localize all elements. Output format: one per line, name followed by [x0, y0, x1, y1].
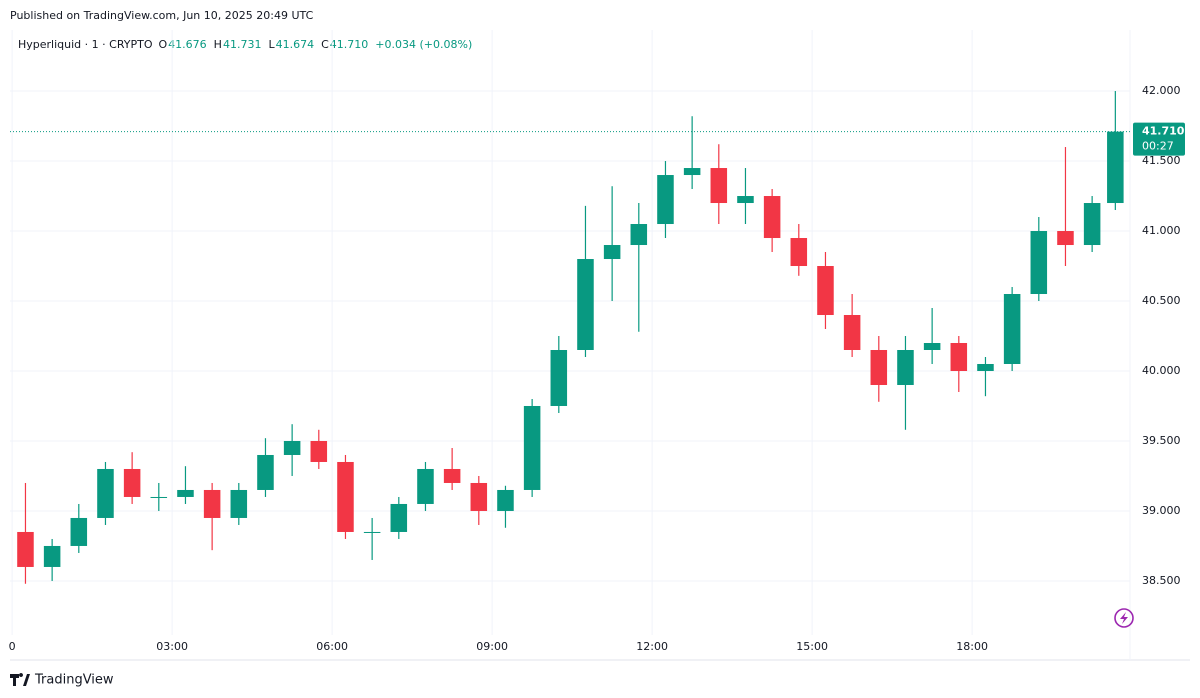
- candle-body: [443, 468, 461, 483]
- candle-body: [870, 349, 888, 385]
- candle-body: [577, 259, 594, 350]
- legend-change: +0.034 (+0.08%): [375, 38, 472, 51]
- legend-o-value: 41.676: [168, 38, 207, 51]
- y-tick-label: 39.000: [1142, 504, 1181, 517]
- candle-body: [43, 545, 61, 567]
- candle-body: [390, 503, 408, 532]
- legend-h-value: 41.731: [223, 38, 262, 51]
- footer-text: TradingView: [34, 673, 114, 688]
- legend-o-label: O: [159, 38, 168, 51]
- candle-body: [123, 468, 141, 497]
- footer-logo: TradingView: [10, 673, 114, 688]
- candle-body: [203, 489, 221, 518]
- candle-body: [417, 468, 434, 504]
- candle-body: [1003, 294, 1021, 364]
- candle-body: [817, 266, 834, 316]
- candle-body: [310, 440, 328, 462]
- candle-body: [97, 468, 114, 518]
- candle-body: [1107, 131, 1124, 204]
- candle-body: [497, 489, 514, 511]
- candle-body: [950, 342, 968, 371]
- bolt-icon: [1114, 608, 1134, 628]
- x-tick-label: 12:00: [636, 640, 668, 653]
- x-tick-label: 18:00: [956, 640, 988, 653]
- legend-l-label: L: [268, 38, 275, 51]
- candle-body: [523, 405, 541, 490]
- candle-body: [17, 531, 34, 567]
- candle-body: [977, 363, 994, 371]
- x-tick-label: 06:00: [316, 640, 348, 653]
- candle-body: [283, 440, 301, 455]
- candle-body: [737, 196, 754, 204]
- candle-body: [763, 196, 781, 239]
- candle-body: [923, 342, 941, 350]
- candle-body: [230, 489, 248, 518]
- candles: [17, 91, 1124, 584]
- grid: 38.500 39.000 39.500 40.000 40.500 41.000 41.5…: [9, 30, 1181, 653]
- y-tick-label: 41.000: [1142, 224, 1181, 237]
- candle-body: [1030, 231, 1048, 295]
- published-header: Published on TradingView.com, Jun 10, 20…: [10, 9, 314, 22]
- last-price-box: [1133, 122, 1185, 156]
- candle-body: [550, 349, 568, 406]
- legend-h-label: H: [214, 38, 222, 51]
- x-tick-label: 15:00: [796, 640, 828, 653]
- candle-body: [363, 531, 381, 533]
- x-tick-label: 03:00: [156, 640, 188, 653]
- candle-body: [630, 224, 648, 246]
- legend-c-value: 41.710: [330, 38, 369, 51]
- candle-body: [710, 168, 728, 204]
- candle-body: [683, 168, 701, 176]
- countdown: 00:27: [1142, 140, 1174, 153]
- candle-body: [257, 454, 274, 490]
- legend-c-label: C: [321, 38, 329, 51]
- y-tick-label: 40.000: [1142, 364, 1181, 377]
- overlay: 41.710 00:27: [10, 122, 1185, 156]
- candle-body: [177, 489, 194, 497]
- y-tick-label: 42.000: [1142, 84, 1181, 97]
- y-tick-label: 40.500: [1142, 294, 1181, 307]
- candle-body: [337, 461, 354, 532]
- y-tick-label: 39.500: [1142, 434, 1181, 447]
- candle-body: [1057, 231, 1074, 246]
- candle-body: [657, 175, 674, 225]
- legend-l-value: 41.674: [276, 38, 315, 51]
- x-tick-label: 0: [9, 640, 16, 653]
- last-price-label: 41.710: [1142, 125, 1185, 138]
- candle-body: [150, 496, 168, 498]
- candle-body: [897, 349, 914, 385]
- legend-symbol: Hyperliquid · 1 · CRYPTO: [18, 38, 153, 51]
- x-tick-label: 09:00: [476, 640, 508, 653]
- candle-body: [70, 517, 88, 546]
- candle-body: [1083, 203, 1101, 246]
- candle-body: [603, 245, 621, 260]
- candle-body: [843, 315, 861, 350]
- legend: Hyperliquid · 1 · CRYPTO O 41.676 H 41.731 L…: [18, 38, 472, 51]
- candle-body: [790, 238, 808, 267]
- candle-body: [470, 482, 488, 511]
- y-tick-label: 38.500: [1142, 574, 1181, 587]
- y-tick-label: 41.500: [1142, 154, 1181, 167]
